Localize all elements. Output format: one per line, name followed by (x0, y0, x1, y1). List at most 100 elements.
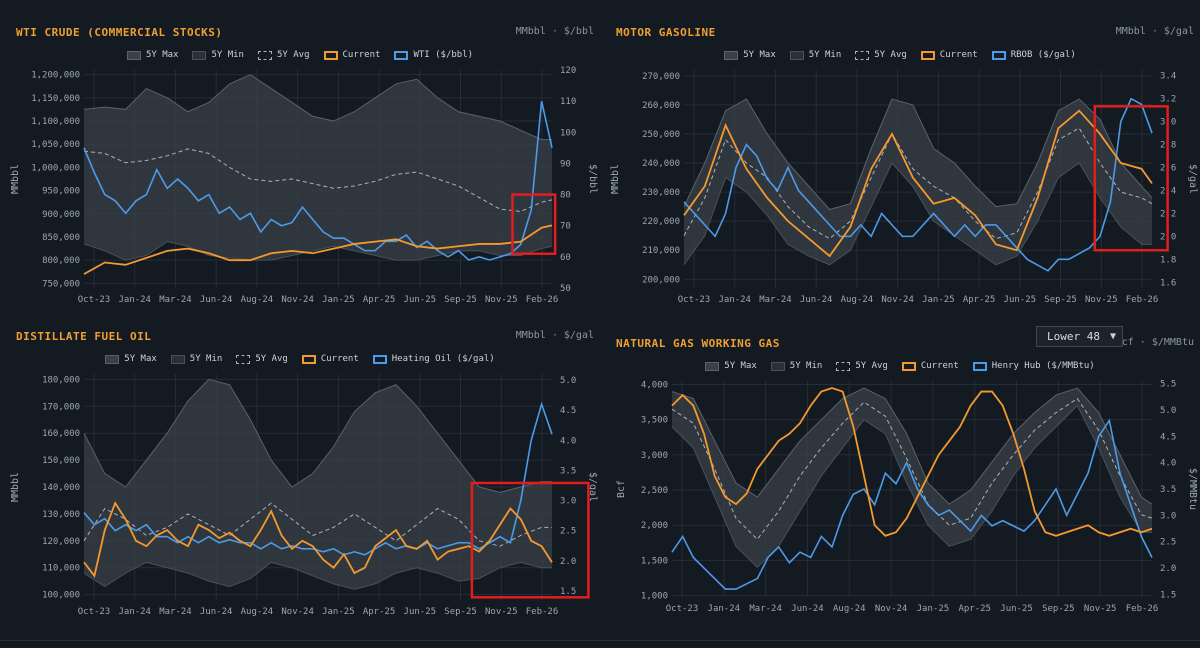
legend-item-current[interactable]: Current (920, 50, 978, 60)
y-tick-label: 1,000 (641, 592, 668, 602)
y-tick-label: 220,000 (642, 217, 680, 227)
legend-item-5y-avg[interactable]: 5Y Avg (836, 361, 888, 371)
series-current (671, 387, 1153, 537)
x-tick-label: Sep-25 (444, 607, 477, 617)
y-tick-label: 2,500 (641, 486, 668, 496)
x-tick-label: Jan-25 (322, 607, 355, 617)
y-tick-label: 180,000 (42, 375, 80, 385)
region-dropdown-value: Lower 48 (1047, 330, 1100, 343)
y2-tick-label: 5.0 (560, 376, 576, 386)
legend-item-current[interactable]: Current (323, 50, 380, 60)
x-tick-label: Nov-25 (1085, 295, 1118, 305)
y2-tick-label: 1.5 (1160, 590, 1176, 600)
y-tick-label: 160,000 (42, 429, 80, 439)
region-dropdown[interactable]: Lower 48 ▼ (1036, 326, 1124, 347)
legend-item-5y-min[interactable]: 5Y Min (170, 354, 222, 364)
y-tick-label: 950,000 (42, 187, 80, 197)
table-header-divider (0, 640, 1200, 648)
y-tick-label: 1,200,000 (31, 71, 80, 81)
y2-tick-label: 5.5 (1160, 380, 1176, 390)
series-secondary (683, 97, 1153, 272)
series-5y-min (683, 162, 1152, 266)
y2-tick-label: 110 (560, 97, 576, 107)
y2-tick-label: 5.0 (1160, 406, 1176, 416)
x-tick-label: Jun-25 (1000, 604, 1033, 614)
legend-item-5y-avg[interactable]: 5Y Avg (257, 50, 310, 60)
legend-item-5y-min[interactable]: 5Y Min (192, 50, 244, 60)
series-5y-min (83, 561, 552, 590)
legend-item-secondary[interactable]: Henry Hub ($/MMBtu) (972, 361, 1095, 371)
y2-tick-label: 1.6 (1160, 278, 1176, 288)
y-tick-label: 750,000 (42, 279, 80, 289)
series-secondary (83, 100, 553, 261)
panel-title: WTI CRUDE (COMMERCIAL STOCKS) (16, 26, 223, 39)
series-secondary (83, 401, 553, 556)
y-tick-label: 1,100,000 (31, 117, 80, 127)
y-tick-label: 130,000 (42, 510, 80, 520)
legend-item-5y-min[interactable]: 5Y Min (770, 361, 822, 371)
x-tick-label: Apr-25 (363, 295, 396, 305)
legend-item-5y-avg[interactable]: 5Y Avg (236, 354, 288, 364)
legend-item-5y-min[interactable]: 5Y Min (789, 50, 841, 60)
y-tick-label: 240,000 (642, 159, 680, 169)
x-tick-label: Feb-26 (526, 607, 559, 617)
x-tick-label: Jan-24 (718, 295, 751, 305)
x-tick-label: Oct-23 (666, 604, 699, 614)
y-tick-label: 3,500 (641, 416, 668, 426)
y-tick-label: 230,000 (642, 188, 680, 198)
series-5y-avg (83, 502, 552, 547)
y-tick-label: 800,000 (42, 256, 80, 266)
legend-item-current[interactable]: Current (301, 354, 359, 364)
y-axis-label: MMbbl (10, 472, 21, 502)
y-tick-label: 250,000 (642, 130, 680, 140)
x-tick-label: Aug-24 (841, 295, 874, 305)
y-tick-label: 270,000 (642, 72, 680, 82)
legend-item-5y-max[interactable]: 5Y Max (126, 50, 178, 60)
x-tick-label: Nov-25 (485, 295, 518, 305)
legend-item-5y-max[interactable]: 5Y Max (724, 50, 776, 60)
highlight-box (1093, 105, 1169, 252)
y-tick-label: 850,000 (42, 233, 80, 243)
y2-tick-label: 4.5 (1160, 432, 1176, 442)
y2-tick-label: 50 (560, 284, 571, 294)
y-tick-label: 170,000 (42, 402, 80, 412)
y-tick-label: 260,000 (642, 101, 680, 111)
x-tick-label: Jun-24 (200, 607, 233, 617)
y2-tick-label: 2.5 (1160, 538, 1176, 548)
range-band (84, 379, 552, 590)
x-tick-label: Nov-25 (485, 607, 518, 617)
legend-item-5y-max[interactable]: 5Y Max (705, 361, 757, 371)
panel-units: MMbbl · $/gal (1115, 26, 1194, 37)
y-tick-label: 4,000 (641, 381, 668, 391)
y2-tick-label: 4.5 (560, 406, 576, 416)
legend-item-current[interactable]: Current (901, 361, 959, 371)
y2-tick-label: 3.5 (560, 466, 576, 476)
y2-axis-label: $/bbl (587, 164, 598, 194)
x-tick-label: Feb-26 (1126, 295, 1159, 305)
panel-units: Bcf · $/MMBtu (1115, 337, 1194, 348)
x-tick-label: Jun-25 (1004, 295, 1037, 305)
y-tick-label: 110,000 (42, 564, 80, 574)
panel-units: MMbbl · $/gal (515, 330, 594, 341)
x-tick-label: Jan-25 (917, 604, 950, 614)
panel-title: MOTOR GASOLINE (616, 26, 716, 39)
y2-tick-label: 120 (560, 66, 576, 76)
y2-tick-label: 80 (560, 191, 571, 201)
natural-gas-chart: 1,000 1,500 2,000 2,500 3,000 3,500 4,000 1.5 2.… (616, 380, 1198, 614)
x-tick-label: Mar-24 (749, 604, 782, 614)
series-5y-max (83, 378, 552, 493)
x-tick-label: Jun-25 (404, 295, 437, 305)
legend-item-secondary[interactable]: RBOB ($/gal) (991, 50, 1076, 60)
distillate-chart: 100,000 110,000 120,000 130,000 140,000 150,0… (10, 374, 598, 617)
y2-tick-label: 3.2 (1160, 95, 1176, 105)
x-tick-label: Nov-24 (881, 295, 914, 305)
y2-axis-label: $/MMBtu (1187, 468, 1198, 510)
y-tick-label: 120,000 (42, 537, 80, 547)
motor-gasoline-chart: 200,000 210,000 220,000 230,000 240,000 250,0… (610, 70, 1198, 305)
y-tick-label: 100,000 (42, 591, 80, 601)
legend-item-secondary[interactable]: Heating Oil ($/gal) (372, 354, 495, 364)
legend-item-5y-avg[interactable]: 5Y Avg (855, 50, 907, 60)
legend-item-secondary[interactable]: WTI ($/bbl) (394, 50, 473, 60)
wti-crude-chart: 750,000 800,000 850,000 900,000 950,000 1,000… (10, 66, 598, 305)
legend-item-5y-max[interactable]: 5Y Max (105, 354, 157, 364)
